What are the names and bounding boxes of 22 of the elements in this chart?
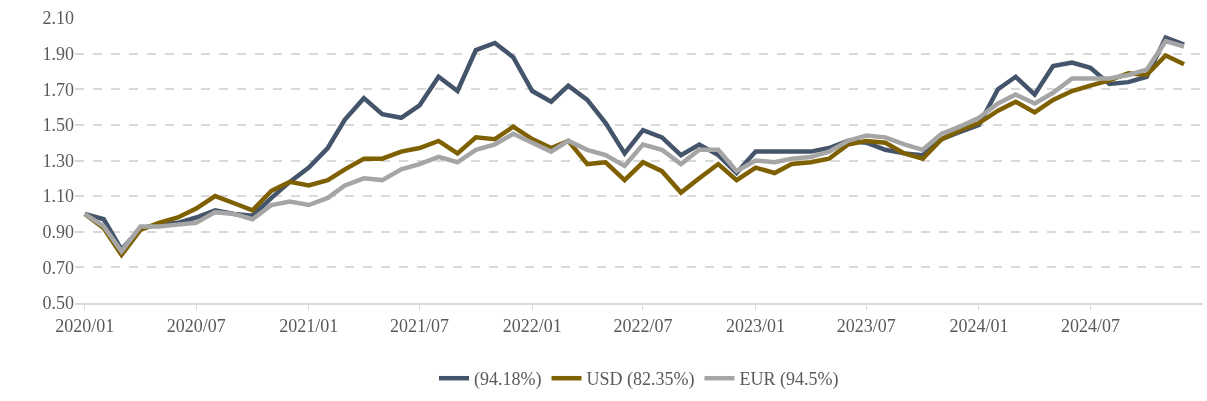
y-tick-label: 0.90 (42, 222, 74, 243)
x-tick-label: 2023/07 (836, 315, 896, 336)
x-tick-label: 2021/07 (390, 315, 450, 336)
x-tick-label: 2020/07 (166, 315, 226, 336)
y-tick-label: 0.50 (42, 293, 74, 314)
x-tick-label: 2023/01 (726, 315, 786, 336)
y-tick-label: 1.70 (42, 79, 74, 100)
y-tick-label: 1.10 (42, 186, 74, 207)
y-tick-label: 1.50 (42, 115, 74, 136)
x-tick-label: 2020/01 (55, 315, 115, 336)
x-tick-label: 2022/07 (613, 315, 673, 336)
x-tick-label: 2024/07 (1060, 315, 1120, 336)
y-tick-label: 1.90 (42, 43, 74, 64)
legend-label: USD (82.35%) (586, 369, 695, 391)
y-tick-label: 0.70 (42, 257, 74, 278)
y-tick-label: 2.10 (42, 8, 74, 29)
x-tick-label: 2022/01 (502, 315, 562, 336)
y-tick-label: 1.30 (42, 150, 74, 171)
x-tick-label: 2024/01 (949, 315, 1009, 336)
x-tick-label: 2021/01 (279, 315, 339, 336)
legend-label: EUR (94.5%) (739, 369, 839, 391)
legend-label: (94.18%) (474, 369, 542, 391)
